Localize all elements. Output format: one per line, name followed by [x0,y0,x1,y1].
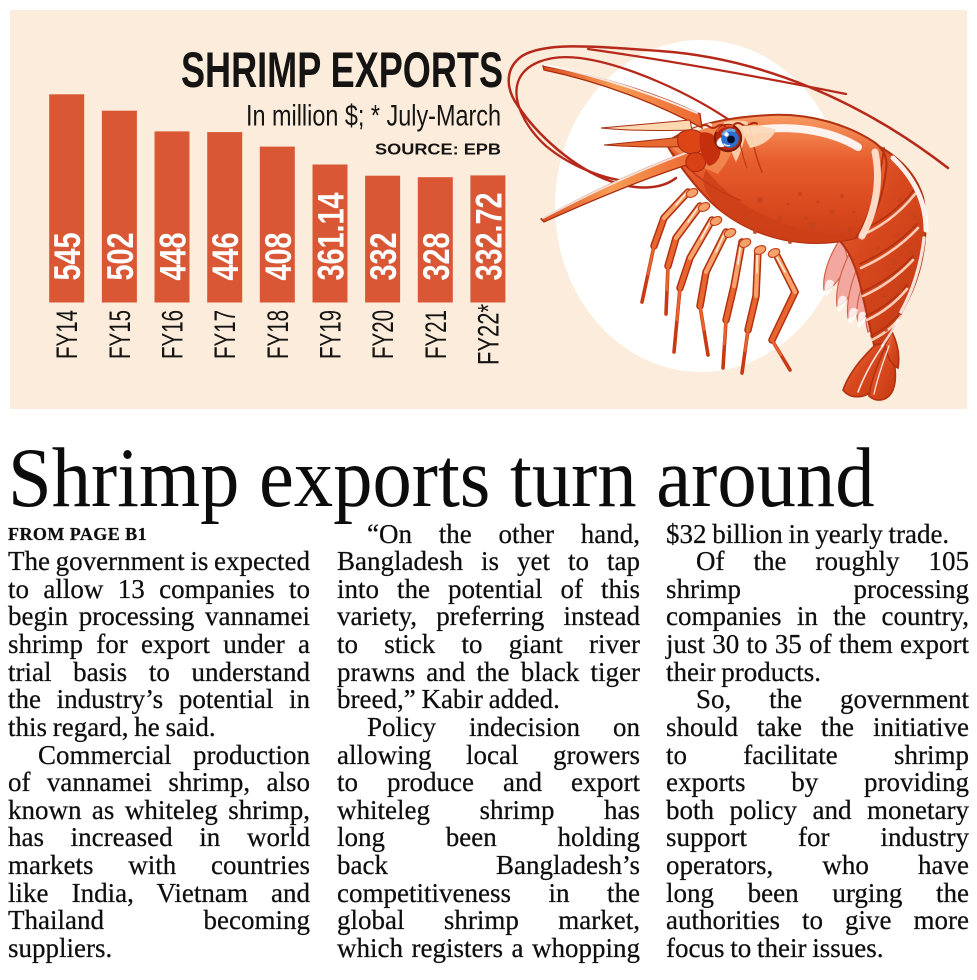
svg-text:FY15: FY15 [104,310,137,359]
svg-text:408: 408 [258,233,299,281]
svg-text:FY14: FY14 [51,310,84,359]
svg-text:448: 448 [153,233,194,281]
svg-text:328: 328 [416,233,457,281]
svg-text:502: 502 [100,233,141,281]
svg-text:FY17: FY17 [209,310,242,359]
svg-text:In million $; * July-March: In million $; * July-March [246,99,501,132]
svg-text:SHRIMP EXPORTS: SHRIMP EXPORTS [181,41,503,98]
svg-text:FY22*: FY22* [472,304,505,365]
svg-text:332: 332 [363,233,404,281]
svg-text:FY21: FY21 [420,310,453,359]
svg-text:FY18: FY18 [262,310,295,359]
svg-text:FY19: FY19 [315,310,348,359]
svg-text:332.72: 332.72 [468,193,509,281]
svg-text:545: 545 [47,233,88,281]
svg-text:446: 446 [205,233,246,281]
svg-text:FY16: FY16 [157,310,190,359]
svg-text:FY20: FY20 [367,310,400,359]
svg-text:361.14: 361.14 [311,192,352,280]
svg-text:SOURCE: EPB: SOURCE: EPB [375,141,501,158]
